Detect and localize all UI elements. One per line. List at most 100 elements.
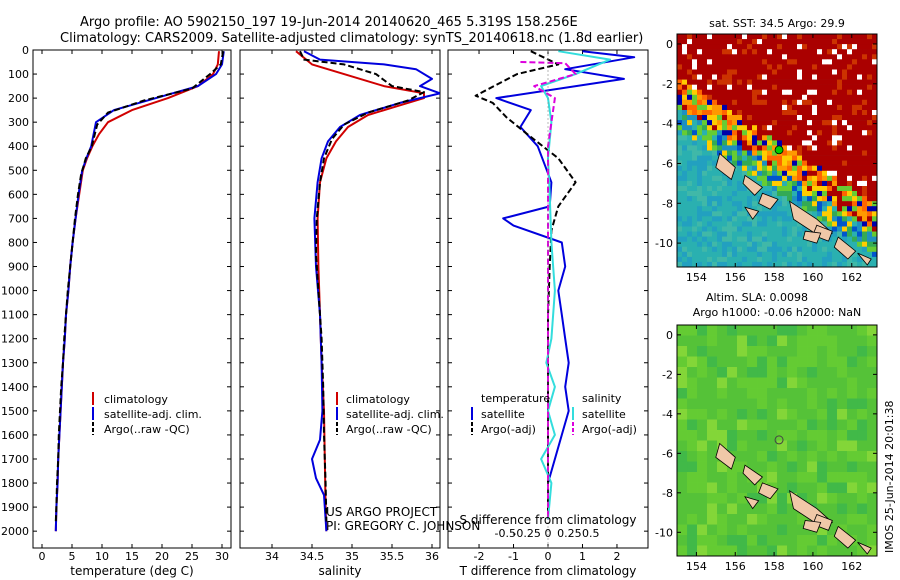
sla-cell	[737, 493, 748, 504]
sst-cell	[802, 84, 808, 91]
sst-cell	[847, 206, 853, 212]
sst-cell	[767, 145, 773, 151]
sst-cell	[702, 211, 708, 217]
sst-cell	[722, 180, 728, 187]
sla-cell	[777, 377, 788, 389]
sst-cell	[782, 191, 788, 197]
sla-cell	[757, 377, 768, 389]
sla-cell	[817, 545, 828, 556]
sst-cell	[742, 69, 748, 75]
sst-cell	[817, 155, 823, 161]
sla-cell	[687, 335, 698, 347]
sst-cell	[777, 261, 783, 267]
sst-cell	[857, 211, 863, 217]
sst-cell	[762, 135, 768, 141]
sst-cell	[857, 241, 863, 248]
sla-cell	[717, 335, 728, 347]
sst-cell	[687, 79, 693, 85]
sla-cell	[707, 377, 718, 389]
sst-cell	[727, 94, 733, 101]
sst-cell	[837, 74, 843, 80]
sst-cell	[752, 94, 758, 101]
sst-cell	[692, 160, 698, 166]
sst-cell	[742, 74, 748, 80]
sst-cell	[677, 39, 683, 45]
sst-cell	[727, 201, 733, 207]
sst-cell	[687, 49, 693, 55]
sla-cell	[747, 398, 758, 410]
sla-cell	[867, 493, 877, 504]
sst-cell	[867, 160, 873, 166]
sst-cell	[857, 64, 863, 70]
sst-cell	[832, 175, 838, 182]
sst-cell	[867, 89, 873, 96]
sla-heatmap-cells	[677, 325, 877, 556]
sst-cell	[807, 54, 813, 60]
sst-cell	[752, 216, 758, 222]
sla-cell	[767, 325, 778, 336]
sst-cell	[742, 216, 748, 222]
sst-cell	[842, 84, 848, 91]
sst-cell	[717, 74, 723, 80]
sst-cell	[817, 150, 823, 156]
sst-cell	[832, 160, 838, 166]
sla-cell	[687, 325, 698, 336]
sst-cell	[872, 34, 877, 40]
sst-cell	[827, 54, 833, 60]
sst-cell	[797, 34, 803, 40]
sla-cell	[797, 367, 808, 378]
sst-cell	[732, 135, 738, 141]
sla-cell	[687, 409, 698, 420]
sst-cell	[692, 145, 698, 151]
sla-cell	[827, 535, 838, 546]
sst-cell	[832, 74, 838, 80]
sst-cell	[817, 236, 823, 242]
sst-cell	[807, 130, 813, 136]
sla-cell	[817, 419, 828, 431]
sla-cell	[717, 472, 728, 483]
sst-cell	[832, 64, 838, 70]
sst-cell	[707, 236, 713, 242]
sst-cell	[702, 84, 708, 91]
sst-cell	[687, 261, 693, 267]
depth-tick-label: 800	[8, 236, 29, 249]
sla-cell	[737, 356, 748, 368]
sst-cell	[742, 261, 748, 267]
sst-cell	[702, 221, 708, 227]
sst-cell	[737, 246, 743, 253]
sst-cell	[682, 79, 688, 85]
sst-cell	[862, 211, 868, 217]
sst-cell	[772, 175, 778, 182]
sla-cell	[777, 451, 788, 462]
sst-cell	[842, 74, 848, 80]
sla-cell	[797, 461, 808, 473]
sst-cell	[722, 201, 728, 207]
sst-cell	[827, 140, 833, 146]
sst-cell	[677, 89, 683, 96]
sst-cell	[722, 226, 728, 232]
sst-cell	[787, 130, 793, 136]
sst-cell	[862, 99, 868, 106]
sst-cell	[802, 180, 808, 187]
sla-cell	[747, 356, 758, 368]
sla-cell	[727, 409, 738, 420]
sst-cell	[737, 196, 743, 202]
sla-cell	[737, 430, 748, 441]
sst-cell	[707, 246, 713, 253]
sst-cell	[717, 256, 723, 263]
sst-cell	[697, 64, 703, 70]
sla-cell	[677, 325, 688, 336]
sst-cell	[772, 99, 778, 106]
sst-cell	[702, 155, 708, 161]
sst-cell	[737, 191, 743, 197]
sst-cell	[772, 160, 778, 166]
sst-cell	[722, 59, 728, 65]
sst-cell	[797, 261, 803, 267]
sst-cell	[732, 130, 738, 136]
sst-cell	[787, 251, 793, 258]
sst-cell	[792, 226, 798, 232]
sla-cell	[697, 503, 708, 515]
salinity-plot-frame	[239, 49, 441, 549]
sst-cell	[812, 99, 818, 106]
sst-cell	[872, 89, 877, 96]
